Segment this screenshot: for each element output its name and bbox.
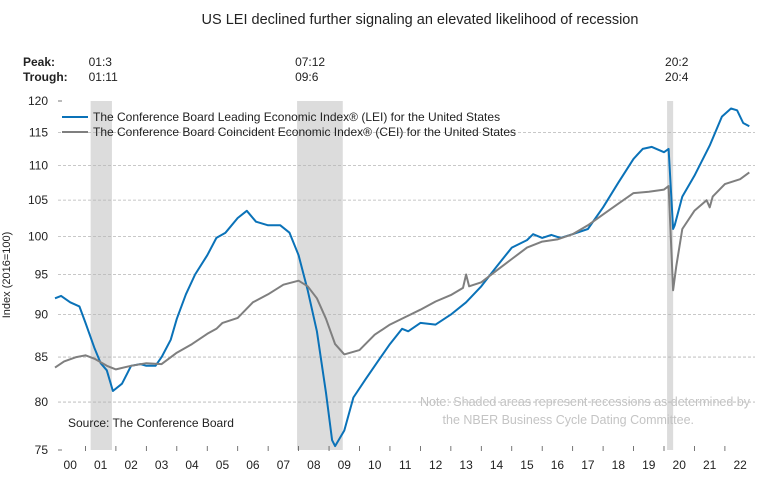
legend-label: The Conference Board Coincident Economic…: [93, 125, 516, 139]
peak-label: Peak:: [23, 55, 55, 69]
source-note: Source: The Conference Board: [68, 416, 234, 430]
x-tick-label: 21: [703, 458, 717, 472]
y-tick-label: 80: [35, 395, 49, 409]
x-tick-label: 10: [368, 458, 382, 472]
y-tick-label: 90: [35, 308, 49, 322]
y-tick-label: 100: [28, 229, 48, 243]
x-tick-label: 16: [551, 458, 565, 472]
x-tick-label: 00: [64, 458, 78, 472]
y-tick-label: 120: [28, 94, 48, 108]
x-tick-label: 14: [490, 458, 504, 472]
lei-series-line: [54, 107, 750, 448]
recession-trough-date: 20:4: [665, 70, 689, 84]
x-tick-label: 22: [733, 458, 747, 472]
x-tick-label: 03: [155, 458, 169, 472]
x-tick-label: 09: [338, 458, 352, 472]
recession-peak-date: 07:12: [295, 55, 325, 69]
x-tick-label: 20: [673, 458, 687, 472]
y-tick-label: 115: [29, 126, 48, 140]
x-tick-label: 17: [581, 458, 595, 472]
chart-title: US LEI declined further signaling an ele…: [202, 12, 639, 28]
trough-label: Trough:: [23, 70, 68, 84]
x-tick-label: 13: [459, 458, 473, 472]
y-tick-label: 95: [35, 267, 49, 281]
x-tick-label: 01: [94, 458, 108, 472]
x-tick-label: 06: [246, 458, 260, 472]
x-tick-label: 15: [520, 458, 534, 472]
recession-shade: [667, 101, 674, 450]
x-tick-label: 07: [277, 458, 291, 472]
y-tick-label: 85: [35, 350, 49, 364]
recession-trough-date: 09:6: [295, 70, 319, 84]
y-axis-label: Index (2016=100): [1, 232, 13, 319]
recession-peak-date: 20:2: [665, 55, 689, 69]
x-tick-label: 11: [399, 458, 412, 472]
x-tick-label: 04: [185, 458, 199, 472]
x-tick-label: 05: [216, 458, 230, 472]
recession-note-line-2: the NBER Business Cycle Dating Committee…: [443, 413, 694, 427]
y-tick-label: 105: [28, 193, 48, 207]
y-tick-label: 75: [35, 443, 49, 457]
recession-note-line-1: Note: Shaded areas represent recessions …: [420, 395, 751, 409]
legend-label: The Conference Board Leading Economic In…: [93, 110, 500, 124]
cei-series-line: [54, 171, 750, 371]
recession-peak-date: 01:3: [89, 55, 113, 69]
y-tick-label: 110: [29, 159, 48, 173]
x-tick-label: 18: [612, 458, 626, 472]
x-tick-label: 08: [307, 458, 321, 472]
recession-shade: [90, 101, 112, 450]
recession-trough-date: 01:11: [89, 70, 118, 84]
x-tick-label: 19: [642, 458, 656, 472]
x-tick-label: 12: [429, 458, 443, 472]
x-tick-label: 02: [124, 458, 138, 472]
